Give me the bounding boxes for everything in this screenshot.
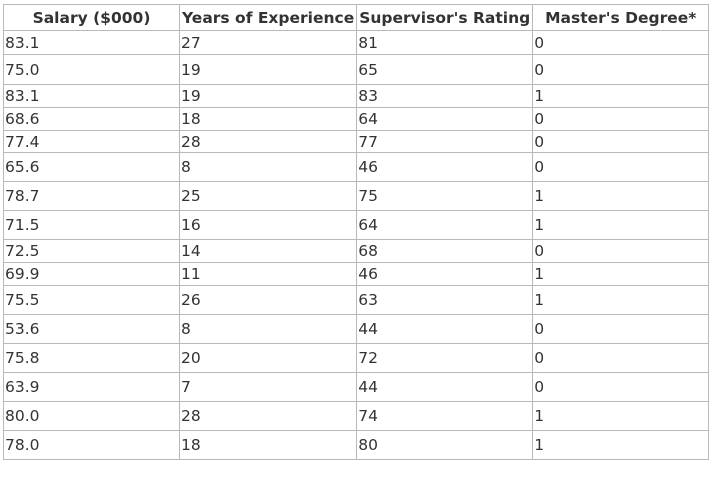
header-row: Salary ($000) Years of Experience Superv… [3, 4, 710, 31]
years-cell: 26 [178, 285, 358, 315]
header-salary: Salary ($000) [3, 4, 180, 31]
salary-cell: 65.6 [3, 152, 180, 182]
rating-cell: 46 [356, 152, 534, 182]
rating-cell: 64 [356, 210, 534, 240]
degree-cell: 1 [532, 401, 710, 431]
header-masters-degree: Master's Degree* [532, 4, 710, 31]
years-cell: 18 [178, 430, 358, 460]
table-row: 83.1 19 83 1 [3, 84, 710, 108]
years-cell: 28 [178, 401, 358, 431]
table-row: 68.6 18 64 0 [3, 107, 710, 131]
years-cell: 8 [178, 314, 358, 344]
salary-cell: 77.4 [3, 130, 180, 153]
degree-cell: 0 [532, 372, 710, 402]
rating-cell: 44 [356, 372, 534, 402]
table-body: 83.1 27 81 0 75.0 19 65 0 83.1 19 83 1 68.6 18 64 0 77.4… [3, 30, 710, 460]
salary-cell: 72.5 [3, 239, 180, 263]
rating-cell: 65 [356, 54, 534, 85]
years-cell: 7 [178, 372, 358, 402]
rating-cell: 68 [356, 239, 534, 263]
salary-cell: 71.5 [3, 210, 180, 240]
rating-cell: 46 [356, 262, 534, 286]
degree-cell: 1 [532, 262, 710, 286]
rating-cell: 77 [356, 130, 534, 153]
salary-cell: 75.0 [3, 54, 180, 85]
table-row: 72.5 14 68 0 [3, 239, 710, 263]
table-row: 80.0 28 74 1 [3, 401, 710, 431]
degree-cell: 1 [532, 181, 710, 211]
rating-cell: 64 [356, 107, 534, 131]
rating-cell: 75 [356, 181, 534, 211]
degree-cell: 1 [532, 430, 710, 460]
table-row: 71.5 16 64 1 [3, 210, 710, 240]
table-header: Salary ($000) Years of Experience Superv… [3, 4, 710, 31]
table-row: 77.4 28 77 0 [3, 130, 710, 153]
years-cell: 28 [178, 130, 358, 153]
salary-cell: 83.1 [3, 30, 180, 55]
years-cell: 16 [178, 210, 358, 240]
degree-cell: 1 [532, 210, 710, 240]
years-cell: 14 [178, 239, 358, 263]
degree-cell: 1 [532, 285, 710, 315]
years-cell: 19 [178, 54, 358, 85]
degree-cell: 0 [532, 152, 710, 182]
table-row: 75.8 20 72 0 [3, 343, 710, 373]
salary-data-table: Salary ($000) Years of Experience Superv… [3, 4, 710, 460]
salary-cell: 78.0 [3, 430, 180, 460]
degree-cell: 0 [532, 314, 710, 344]
degree-cell: 0 [532, 343, 710, 373]
header-supervisors-rating: Supervisor's Rating [356, 4, 534, 31]
salary-cell: 75.5 [3, 285, 180, 315]
salary-cell: 63.9 [3, 372, 180, 402]
rating-cell: 80 [356, 430, 534, 460]
table-row: 83.1 27 81 0 [3, 30, 710, 55]
header-years-of-experience: Years of Experience [178, 4, 358, 31]
salary-cell: 53.6 [3, 314, 180, 344]
table-row: 69.9 11 46 1 [3, 262, 710, 286]
rating-cell: 72 [356, 343, 534, 373]
years-cell: 8 [178, 152, 358, 182]
table-row: 53.6 8 44 0 [3, 314, 710, 344]
rating-cell: 63 [356, 285, 534, 315]
rating-cell: 74 [356, 401, 534, 431]
years-cell: 20 [178, 343, 358, 373]
years-cell: 11 [178, 262, 358, 286]
rating-cell: 44 [356, 314, 534, 344]
salary-cell: 78.7 [3, 181, 180, 211]
table-row: 75.5 26 63 1 [3, 285, 710, 315]
degree-cell: 0 [532, 239, 710, 263]
rating-cell: 83 [356, 84, 534, 108]
salary-cell: 75.8 [3, 343, 180, 373]
degree-cell: 0 [532, 130, 710, 153]
years-cell: 19 [178, 84, 358, 108]
table-row: 63.9 7 44 0 [3, 372, 710, 402]
salary-cell: 69.9 [3, 262, 180, 286]
salary-cell: 80.0 [3, 401, 180, 431]
salary-cell: 68.6 [3, 107, 180, 131]
table-row: 65.6 8 46 0 [3, 152, 710, 182]
degree-cell: 1 [532, 84, 710, 108]
years-cell: 25 [178, 181, 358, 211]
salary-cell: 83.1 [3, 84, 180, 108]
table-row: 75.0 19 65 0 [3, 54, 710, 85]
degree-cell: 0 [532, 107, 710, 131]
table-row: 78.0 18 80 1 [3, 430, 710, 460]
table-row: 78.7 25 75 1 [3, 181, 710, 211]
years-cell: 27 [178, 30, 358, 55]
rating-cell: 81 [356, 30, 534, 55]
years-cell: 18 [178, 107, 358, 131]
degree-cell: 0 [532, 54, 710, 85]
degree-cell: 0 [532, 30, 710, 55]
